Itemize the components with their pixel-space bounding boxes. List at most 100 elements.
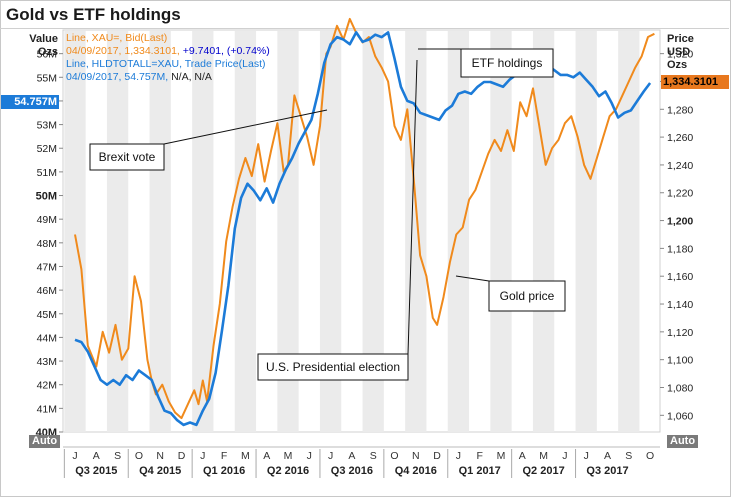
left-axis-tick-label: 56M <box>37 49 57 61</box>
legend-gold-values: 04/09/2017, 1,334.3101, <box>66 45 180 57</box>
x-axis-quarter-label: Q3 2016 <box>331 465 373 477</box>
annotation-us-election-label: U.S. Presidential election <box>266 360 400 374</box>
right-axis-tick-label: 1,320 <box>667 49 693 61</box>
right-axis-tick-label: 1,200 <box>667 216 693 228</box>
legend-etf-na: N/A, N/A <box>171 71 212 83</box>
annotation-gold-price-box <box>488 280 566 312</box>
right-axis-header-line1: Price <box>667 33 694 45</box>
x-axis-month-label: A <box>519 450 526 462</box>
left-axis-header-line2: Ozs <box>37 46 58 58</box>
month-band <box>362 31 384 432</box>
x-axis-month-label: O <box>135 450 143 462</box>
x-axis-month-label: N <box>156 450 164 462</box>
left-axis-tick-label: 48M <box>37 238 57 250</box>
month-band <box>490 31 512 432</box>
annotation-brexit-vote-leader <box>163 109 328 145</box>
legend-etf-line2: 04/09/2017, 54.757M, N/A, N/A <box>66 71 270 84</box>
right-axis-header: Price USD Ozs <box>667 33 694 72</box>
x-axis-month-label: J <box>562 450 567 462</box>
x-axis-month-label: N <box>412 450 420 462</box>
month-band <box>64 31 86 432</box>
right-axis-tick-label: 1,260 <box>667 132 693 144</box>
right-axis-tick-label: 1,080 <box>667 382 693 394</box>
x-axis-month-label: A <box>348 450 355 462</box>
x-axis-month-label: A <box>263 450 270 462</box>
left-axis-header: Value Ozs <box>24 33 58 59</box>
left-axis-tick-label: 51M <box>37 167 57 179</box>
left-axis-auto-button[interactable]: Auto <box>29 435 61 448</box>
left-axis-tick-label: 52M <box>37 143 57 155</box>
annotation-gold-price-leader <box>455 275 490 282</box>
month-band <box>192 31 214 432</box>
x-axis-quarter-label: Q3 2015 <box>75 465 117 477</box>
annotation-etf-holdings-box <box>460 48 554 78</box>
gold-last-value-tag: 1,334.3101 <box>661 75 729 89</box>
x-axis-month-label: A <box>93 450 100 462</box>
right-axis-header-line2: USD <box>667 46 691 58</box>
x-axis-month-label: J <box>456 450 461 462</box>
right-axis-tick-label: 1,180 <box>667 243 693 255</box>
right-axis-header-line3: Ozs <box>667 59 688 71</box>
x-axis-month-label: J <box>328 450 333 462</box>
etf-holdings-series <box>74 31 652 427</box>
month-band <box>149 31 171 432</box>
legend-gold-line2: 04/09/2017, 1,334.3101, +9.7401, (+0.74%… <box>66 45 270 58</box>
left-axis-tick-label: 49M <box>37 214 57 226</box>
x-axis-quarter-label: Q4 2016 <box>395 465 437 477</box>
left-axis-tick-label: 45M <box>37 309 57 321</box>
right-axis-tick-label: 1,220 <box>667 188 693 200</box>
right-axis-tick-label: 1,060 <box>667 410 693 422</box>
right-axis-tick-label: 1,160 <box>667 271 693 283</box>
etf-last-value-tag: 54.757M <box>1 95 59 109</box>
x-axis-month-label: J <box>584 450 589 462</box>
x-axis-month-label: S <box>625 450 632 462</box>
month-band <box>618 31 640 432</box>
annotation-us-election-leader <box>407 59 418 355</box>
x-axis-month-label: D <box>178 450 186 462</box>
left-axis-tick-label: 41M <box>37 403 57 415</box>
legend-etf-values: 04/09/2017, 54.757M, <box>66 71 169 83</box>
x-axis-quarter-label: Q4 2015 <box>139 465 181 477</box>
annotation-brexit-vote-box <box>89 143 165 171</box>
left-axis-tick-label: 53M <box>37 120 57 132</box>
legend-etf-line1: Line, HLDTOTALL=XAU, Trade Price(Last) <box>66 58 266 70</box>
month-band <box>106 31 129 432</box>
left-axis-header-line1: Value <box>29 33 58 45</box>
x-axis-month-label: J <box>72 450 77 462</box>
page-title: Gold vs ETF holdings <box>6 5 181 24</box>
x-axis-quarter-label: Q2 2016 <box>267 465 309 477</box>
right-axis-auto-button[interactable]: Auto <box>667 435 699 448</box>
x-axis-month-label: M <box>497 450 506 462</box>
left-axis-tick-label: 42M <box>37 380 57 392</box>
month-band <box>405 31 427 432</box>
annotation-us-election-box <box>257 353 409 381</box>
x-axis-month-label: M <box>241 450 250 462</box>
annotation-gold-price-label: Gold price <box>500 289 555 303</box>
x-axis-month-label: O <box>390 450 398 462</box>
month-band <box>319 31 342 432</box>
x-axis-month-label: F <box>221 450 227 462</box>
title-divider <box>0 28 729 29</box>
right-axis-tick-label: 1,240 <box>667 160 693 172</box>
right-axis-tick-label: 1,280 <box>667 104 693 116</box>
month-band <box>575 31 597 432</box>
legend-gold-line1: Line, XAU=, Bid(Last) <box>66 32 168 44</box>
left-axis-tick-label: 47M <box>37 261 57 273</box>
x-axis-month-label: J <box>200 450 205 462</box>
x-axis-quarter-label: Q3 2017 <box>586 465 628 477</box>
x-axis-month-label: M <box>539 450 548 462</box>
month-band <box>532 31 555 432</box>
right-axis-tick-label: 1,100 <box>667 355 693 367</box>
x-axis-month-label: S <box>114 450 121 462</box>
annotation-etf-holdings-label: ETF holdings <box>472 56 543 70</box>
x-axis-month-label: J <box>307 450 312 462</box>
x-axis-quarter-label: Q1 2016 <box>203 465 245 477</box>
month-band <box>277 31 299 432</box>
right-axis-tick-label: 1,120 <box>667 327 693 339</box>
left-axis-tick-label: 55M <box>37 72 57 84</box>
x-axis-month-label: F <box>476 450 482 462</box>
chart-legend: Line, XAU=, Bid(Last) 04/09/2017, 1,334.… <box>66 32 270 84</box>
x-axis-quarter-label: Q1 2017 <box>459 465 501 477</box>
right-axis-tick-label: 1,140 <box>667 299 693 311</box>
